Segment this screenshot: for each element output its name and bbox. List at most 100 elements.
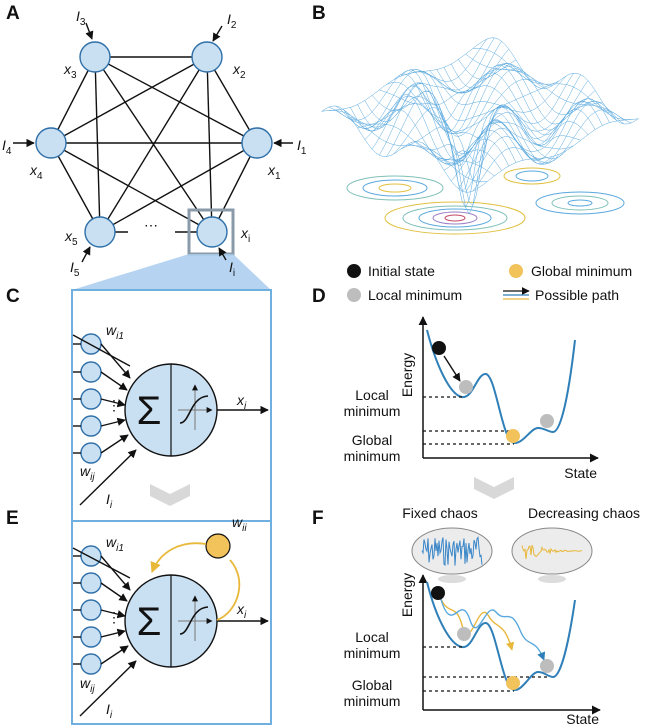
local-minimum-dot: [540, 414, 554, 428]
zoom-wedge: [72, 254, 271, 290]
panel-label-b: B: [312, 3, 326, 24]
input-label: Ii: [106, 491, 113, 511]
initial-state-marker: [347, 264, 361, 278]
chevron-down-icon: [474, 477, 514, 499]
network-node-5: [84, 216, 116, 248]
legend-initial-state: Initial state: [368, 263, 435, 279]
network-node-3: [79, 41, 111, 73]
node-label-x2: x2: [232, 61, 246, 81]
input-node: [80, 442, 102, 464]
energy-axis-label: Energy: [399, 353, 415, 397]
network-ellipsis: ⋯: [144, 217, 158, 233]
input-node: [80, 653, 102, 675]
input-node: [80, 572, 102, 594]
legend: Initial state Global minimum Local minim…: [347, 263, 632, 303]
fixed-chaos-signal: [421, 536, 483, 567]
local-min-label-d: Local minimum: [344, 387, 401, 419]
sum-symbol: Σ: [137, 600, 162, 644]
sigmoid-icon: [179, 606, 209, 635]
energy-contours: [346, 167, 625, 235]
input-label-i3: I3: [76, 8, 86, 28]
network-node-2: [191, 41, 223, 73]
decreasing-chaos-path: [437, 591, 515, 651]
network-node-4: [35, 127, 67, 159]
initial-state-dot: [432, 341, 446, 355]
input-label-i5: I5: [70, 259, 80, 279]
chaos-plot: Fixed chaos Decreasing chaos Energy Stat…: [344, 505, 640, 726]
panel-label-a: A: [6, 3, 20, 24]
network-diagram: ⋯ x1 x2 x3 x4 x5 xi I1 I2 I3 I4 I5 Ii: [2, 8, 307, 290]
input-label-ii: Ii: [229, 259, 235, 279]
panel-label-f: F: [312, 508, 324, 529]
network-edges: [50, 56, 258, 233]
global-minimum-dot: [506, 429, 520, 443]
panel-label-d: D: [312, 286, 326, 307]
input-node: [80, 545, 102, 567]
sigmoid-icon: [179, 395, 209, 424]
energy-landscape-3d: [321, 37, 639, 235]
legend-possible-path: Possible path: [535, 287, 619, 303]
node-label-x1: x1: [267, 162, 281, 182]
decreasing-chaos-label: Decreasing chaos: [528, 505, 640, 521]
decreasing-chaos-signal: [521, 545, 583, 560]
node-label-x5: x5: [64, 228, 78, 248]
sum-symbol: Σ: [137, 389, 162, 433]
panel-label-c: C: [6, 286, 20, 307]
energy-axis-label-f: Energy: [399, 573, 415, 617]
neuron-model-feedback: ⋮ Σ wi1 wij Ii xi wii: [71, 514, 272, 725]
weight-label-first: wi1: [106, 534, 124, 554]
feedback-path-out: [216, 559, 241, 621]
local-minimum-dot: [457, 627, 471, 641]
state-axis-label-f: State: [566, 711, 599, 726]
input-node: [80, 626, 102, 648]
energy-curve-f: [426, 581, 576, 691]
legend-global-minimum: Global minimum: [531, 263, 632, 279]
input-label: Ii: [106, 701, 113, 721]
weight-label-last: wij: [80, 675, 95, 695]
input-node: [80, 388, 102, 410]
bubble-shadow: [438, 575, 466, 583]
local-min-label-f: Local minimum: [344, 629, 401, 661]
bubble-shadow: [538, 575, 566, 583]
global-min-label-d: Global minimum: [344, 432, 401, 464]
global-minimum-marker: [509, 264, 523, 278]
node-label-xi: xi: [240, 225, 250, 245]
network-node-i: [196, 216, 228, 248]
weight-label-first: wi1: [106, 322, 124, 342]
panel-label-e: E: [6, 508, 19, 529]
self-weight-node: [205, 533, 231, 559]
energy-surface-mesh: [321, 37, 639, 215]
energy-curve: [426, 329, 576, 444]
vdots: ⋮: [107, 609, 121, 625]
node-label-x3: x3: [63, 61, 77, 81]
energy-curve-plot: Energy State Local minimum Global minimum: [344, 316, 599, 481]
output-label: xi: [236, 601, 247, 621]
input-label-i4: I4: [2, 137, 12, 157]
fixed-chaos-path: [439, 595, 546, 661]
neuron-model: ⋮ Σ wi1 wij Ii xi: [71, 289, 272, 522]
local-minimum-dot: [459, 380, 473, 394]
node-label-x4: x4: [29, 162, 43, 182]
global-min-label-f: Global minimum: [344, 677, 401, 709]
input-label-i1: I1: [297, 137, 307, 157]
local-minimum-marker: [347, 288, 361, 302]
weight-label-last: wij: [80, 463, 95, 483]
initial-state-dot: [431, 586, 445, 600]
legend-local-minimum: Local minimum: [368, 287, 462, 303]
feedback-path-in: [150, 542, 207, 574]
network-node-1: [241, 127, 273, 159]
global-minimum-dot: [506, 676, 520, 690]
neuron-box-e: [71, 520, 272, 725]
vdots: ⋮: [107, 397, 121, 413]
self-weight-label: wii: [232, 514, 247, 534]
input-label-i2: I2: [227, 11, 237, 31]
input-node: [80, 415, 102, 437]
fixed-chaos-label: Fixed chaos: [402, 505, 477, 521]
state-axis-label: State: [564, 465, 597, 481]
output-label: xi: [236, 392, 247, 412]
chevron-down-icon: [150, 484, 190, 506]
local-minimum-dot: [540, 659, 554, 673]
input-node: [80, 361, 102, 383]
input-node: [80, 599, 102, 621]
